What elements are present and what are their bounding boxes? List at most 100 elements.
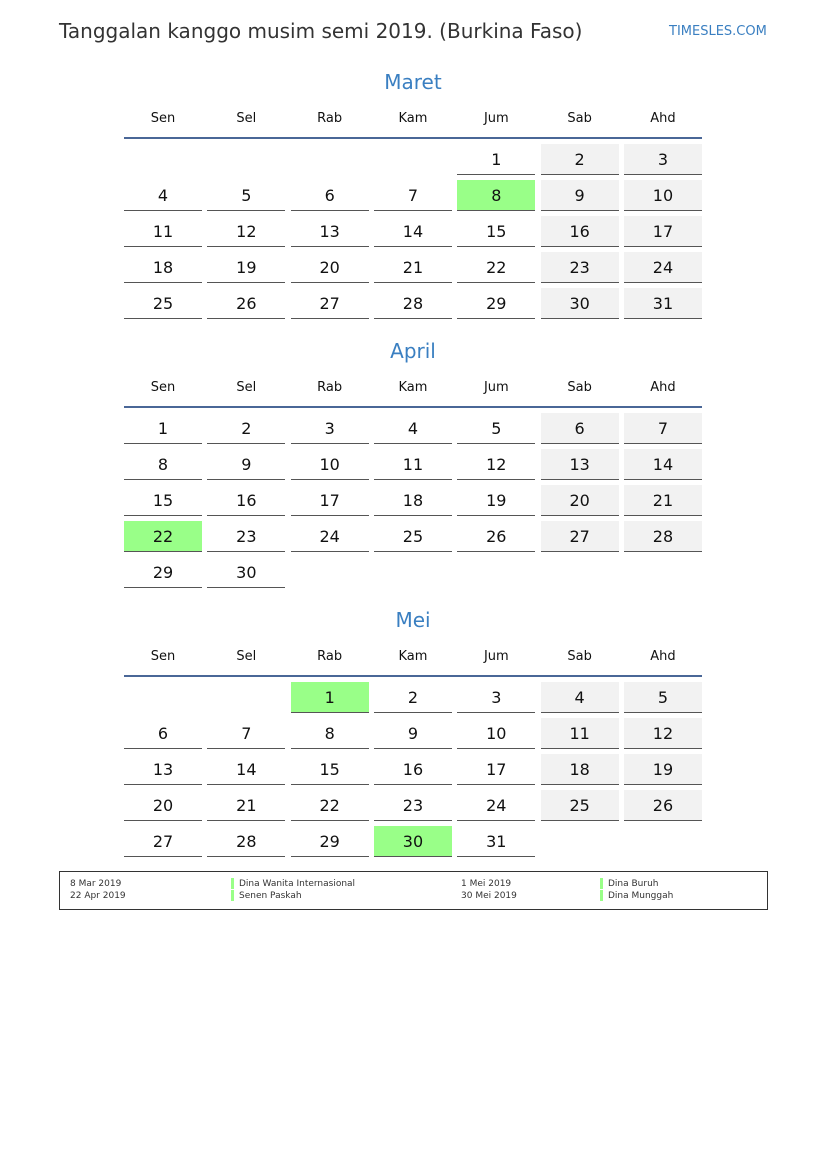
day-cell[interactable]: 15 [290,754,369,785]
day-cell[interactable]: 14 [207,754,286,785]
day-cell[interactable]: 8 [457,180,536,211]
day-cell[interactable]: 19 [207,252,286,283]
day-cell[interactable]: 30 [207,557,286,588]
day-cell[interactable]: 20 [290,252,369,283]
day-cell[interactable]: 2 [373,682,452,713]
day-cell[interactable]: 31 [457,826,536,857]
day-cell[interactable]: 2 [540,144,619,175]
day-cell[interactable]: 25 [373,521,452,552]
day-cell[interactable]: 5 [457,413,536,444]
day-cell[interactable]: 6 [124,718,202,749]
day-cell[interactable]: 14 [623,449,702,480]
day-cell[interactable]: 28 [207,826,286,857]
day-cell[interactable]: 13 [540,449,619,480]
weekday-header: Sen [150,380,176,395]
day-cell[interactable]: 2 [207,413,286,444]
day-cell[interactable]: 25 [124,288,202,319]
day-cell[interactable]: 9 [373,718,452,749]
day-cell[interactable]: 22 [290,790,369,821]
day-cell[interactable]: 20 [540,485,619,516]
day-cell[interactable]: 4 [373,413,452,444]
day-cell[interactable]: 3 [623,144,702,175]
day-cell[interactable]: 26 [207,288,286,319]
day-cell[interactable]: 29 [124,557,202,588]
day-cell[interactable]: 6 [540,413,619,444]
day-cell[interactable]: 27 [290,288,369,319]
day-cell[interactable]: 28 [623,521,702,552]
day-cell[interactable]: 9 [207,449,286,480]
legend-color-marker [231,878,234,889]
legend-date: 30 Mei 2019 [461,891,517,901]
day-cell[interactable]: 1 [290,682,369,713]
day-cell[interactable]: 12 [207,216,286,247]
day-cell[interactable]: 8 [290,718,369,749]
day-cell[interactable]: 11 [373,449,452,480]
day-cell[interactable]: 20 [124,790,202,821]
day-cell[interactable]: 21 [207,790,286,821]
day-cell[interactable]: 5 [207,180,286,211]
day-cell[interactable]: 27 [124,826,202,857]
day-cell[interactable]: 19 [457,485,536,516]
day-cell[interactable]: 23 [540,252,619,283]
day-cell[interactable]: 15 [457,216,536,247]
day-cell[interactable]: 4 [540,682,619,713]
day-cell[interactable]: 31 [623,288,702,319]
day-cell[interactable]: 14 [373,216,452,247]
day-cell[interactable]: 1 [457,144,536,175]
day-cell[interactable]: 26 [457,521,536,552]
day-cell[interactable]: 9 [540,180,619,211]
day-cell[interactable]: 25 [540,790,619,821]
day-cell[interactable]: 26 [623,790,702,821]
day-cell[interactable]: 24 [290,521,369,552]
day-cell[interactable]: 10 [623,180,702,211]
day-cell[interactable]: 1 [124,413,202,444]
day-cell[interactable]: 17 [290,485,369,516]
day-cell[interactable]: 16 [540,216,619,247]
day-cell[interactable]: 18 [124,252,202,283]
day-cell[interactable]: 16 [207,485,286,516]
day-cell[interactable]: 16 [373,754,452,785]
day-cell[interactable]: 22 [124,521,202,552]
day-cell[interactable]: 27 [540,521,619,552]
day-cell[interactable]: 7 [623,413,702,444]
day-cell[interactable]: 11 [540,718,619,749]
day-cell[interactable]: 18 [540,754,619,785]
day-cell[interactable]: 7 [373,180,452,211]
day-cell[interactable]: 11 [124,216,202,247]
day-cell[interactable]: 12 [457,449,536,480]
day-cell[interactable]: 28 [373,288,452,319]
brand-link[interactable]: TIMESLES.COM [669,24,767,39]
day-cell[interactable]: 15 [124,485,202,516]
day-cell[interactable]: 3 [290,413,369,444]
day-cell[interactable]: 6 [290,180,369,211]
day-cell[interactable]: 29 [457,288,536,319]
day-cell[interactable]: 7 [207,718,286,749]
day-cell[interactable]: 29 [290,826,369,857]
day-cell[interactable]: 13 [124,754,202,785]
day-cell[interactable]: 19 [623,754,702,785]
day-cell[interactable]: 23 [373,790,452,821]
weekday-header: Ahd [650,111,676,126]
day-cell[interactable]: 22 [457,252,536,283]
day-cell[interactable]: 17 [623,216,702,247]
day-cell[interactable]: 21 [623,485,702,516]
weekday-header: Sen [150,649,176,664]
day-cell[interactable]: 10 [290,449,369,480]
day-cell[interactable]: 4 [124,180,202,211]
day-cell[interactable]: 5 [623,682,702,713]
day-cell[interactable]: 30 [373,826,452,857]
day-cell[interactable]: 23 [207,521,286,552]
day-cell[interactable]: 13 [290,216,369,247]
day-cell[interactable]: 8 [124,449,202,480]
day-cell[interactable]: 17 [457,754,536,785]
day-cell[interactable]: 18 [373,485,452,516]
day-cell[interactable]: 12 [623,718,702,749]
day-cell[interactable]: 21 [373,252,452,283]
legend-holiday-name: Dina Buruh [608,879,659,889]
day-cell[interactable]: 3 [457,682,536,713]
day-cell[interactable]: 24 [457,790,536,821]
day-cell[interactable]: 30 [540,288,619,319]
day-cell[interactable]: 10 [457,718,536,749]
day-cell[interactable]: 24 [623,252,702,283]
